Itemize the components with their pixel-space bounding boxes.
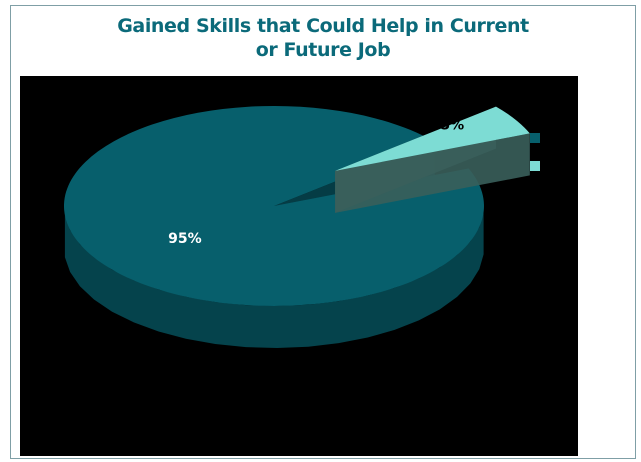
legend-swatch-1 — [530, 133, 540, 143]
pie-slice-1-side — [64, 212, 484, 348]
chart-title: Gained Skills that Could Help in Current… — [10, 14, 636, 62]
chart-title-line-2: or Future Job — [255, 39, 391, 61]
pie-slice-2-top — [335, 106, 530, 171]
legend-item-2 — [530, 152, 546, 180]
data-label-2: 5% — [440, 117, 464, 133]
legend-item-1 — [530, 124, 546, 152]
data-label-1: 95% — [168, 231, 202, 247]
legend — [530, 124, 546, 180]
pie-chart: 95% 5% — [63, 105, 530, 348]
pie-slice-2 — [335, 106, 530, 213]
legend-swatch-2 — [530, 161, 540, 171]
pie-slice-1-top — [63, 105, 484, 306]
chart-title-line-1: Gained Skills that Could Help in Current — [117, 15, 529, 37]
